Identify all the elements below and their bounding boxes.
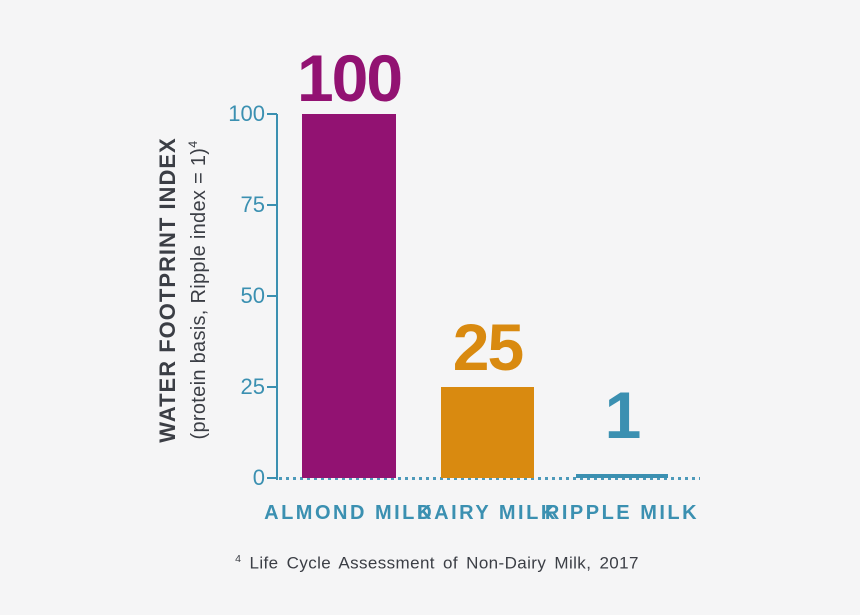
bar-ripple-milk [576,474,668,478]
baseline-dotted-line [279,477,700,480]
y-tick-label-100: 100 [228,101,265,126]
y-tick-label-50: 50 [240,283,265,308]
y-tick-mark-100 [267,113,277,115]
category-label-almond-milk: ALMOND MILK [264,502,434,524]
y-tick-label-25: 25 [240,374,265,399]
category-label-ripple-milk: RIPPLE MILK [544,502,700,524]
bar-dairy-milk [441,387,534,478]
y-axis-title: WATER FOOTPRINT INDEX (protein basis, Ri… [155,137,211,442]
y-axis-line [276,114,278,480]
value-label-dairy-milk: 25 [452,310,524,384]
bar-almond-milk [302,114,396,478]
y-axis-title-line1: WATER FOOTPRINT INDEX [155,137,181,443]
y-axis-title-superscript: 4 [186,140,201,148]
y-tick-label-75: 75 [240,192,265,217]
y-tick-mark-25 [267,386,277,388]
y-tick-mark-0 [267,477,277,479]
y-tick-mark-75 [267,204,277,206]
footnote-text: Life Cycle Assessment of Non-Dairy Milk,… [249,553,639,573]
y-tick-label-0: 0 [252,465,265,490]
category-label-dairy-milk: DAIRY MILK [417,502,558,524]
footnote: 4 Life Cycle Assessment of Non-Dairy Mil… [235,553,639,574]
value-label-ripple-milk: 1 [604,378,642,452]
y-tick-mark-50 [267,295,277,297]
footnote-superscript: 4 [235,553,242,565]
value-label-almond-milk: 100 [296,41,403,115]
